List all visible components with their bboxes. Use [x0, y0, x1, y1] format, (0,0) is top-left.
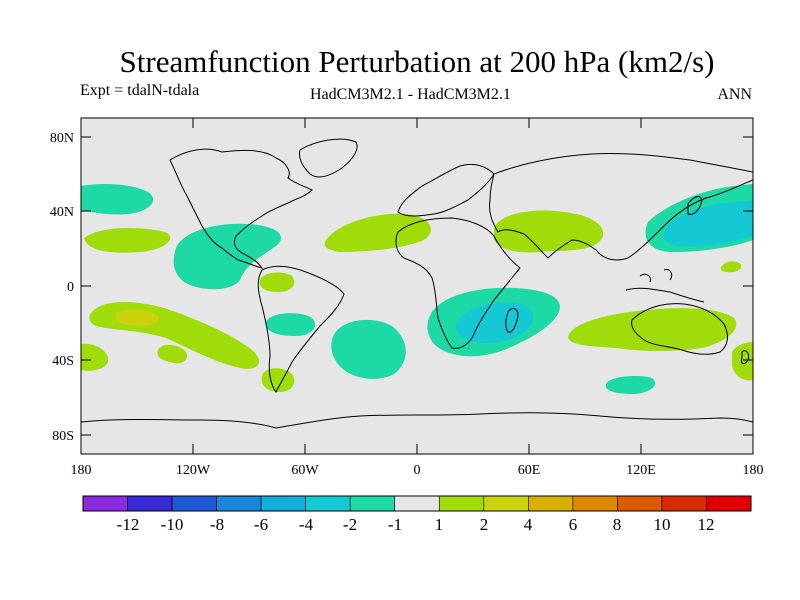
contour-positive — [568, 308, 737, 351]
lon-label: 120W — [176, 463, 211, 478]
lon-label: 60E — [518, 463, 541, 478]
colorbar-frame — [82, 495, 752, 512]
colorbar-label: 4 — [524, 515, 533, 534]
contour-fills — [81, 184, 753, 394]
colorbar-label: -6 — [254, 515, 268, 534]
colorbar-label: -1 — [388, 515, 402, 534]
lon-label: 60W — [291, 463, 319, 478]
contour-positive — [494, 210, 604, 253]
colorbar-label: -8 — [210, 515, 224, 534]
contour-negative — [331, 319, 406, 379]
colorbar-labels: -12 -10 -8 -6 -4 -2 -1 1 2 4 6 8 10 12 — [117, 515, 715, 534]
lat-label: 40S — [52, 354, 74, 369]
lon-label: 0 — [414, 463, 421, 478]
contour-negative-strong — [663, 200, 753, 247]
colorbar-swatch — [349, 495, 396, 512]
right-subtitle: ANN — [717, 86, 752, 103]
coastline-antarctica — [81, 412, 753, 429]
contour-positive — [84, 228, 171, 253]
colorbar-label: -2 — [343, 515, 357, 534]
colorbar-label: -4 — [299, 515, 314, 534]
colorbar-swatch — [394, 495, 440, 512]
coastline-south-america — [257, 265, 345, 393]
colorbar-label: 10 — [654, 515, 671, 534]
colorbar-swatch — [216, 495, 262, 512]
contour-positive — [720, 261, 742, 273]
map-title: Streamfunction Perturbation at 200 hPa (… — [119, 44, 715, 79]
coastline-indonesia — [625, 269, 705, 303]
colorbar-swatch — [706, 495, 752, 512]
colorbar-label: 8 — [613, 515, 622, 534]
lon-label: 120E — [626, 463, 656, 478]
lat-label: 80S — [52, 429, 74, 444]
coastline-japan — [687, 196, 703, 215]
contour-positive — [324, 213, 431, 252]
contour-positive — [259, 272, 295, 292]
colorbar-swatch — [617, 495, 663, 512]
coastline-madagascar — [505, 308, 519, 333]
colorbar-label: 1 — [435, 515, 444, 534]
lat-label: 40N — [50, 205, 74, 220]
contour-positive — [81, 343, 109, 371]
colorbar-swatch — [661, 495, 707, 512]
contour-positive — [157, 344, 188, 364]
colorbar-swatch — [528, 495, 574, 512]
contour-negative — [173, 223, 281, 290]
colorbar — [82, 495, 752, 512]
coastline-asia — [489, 152, 753, 261]
lon-label: 180 — [743, 463, 764, 478]
contour-positive-strong — [115, 309, 160, 326]
colorbar-swatch — [171, 495, 217, 512]
lat-labels: 80N 40N 0 40S 80S — [50, 131, 74, 444]
lon-label: 180 — [71, 463, 92, 478]
coastline-north-america — [169, 148, 313, 269]
lat-label: 0 — [67, 280, 74, 295]
contour-negative — [605, 376, 656, 394]
colorbar-label: -12 — [117, 515, 140, 534]
contour-negative-strong — [456, 302, 533, 343]
coastlines — [81, 138, 753, 429]
colorbar-swatch — [260, 495, 306, 512]
left-subtitle: Expt = tdalN-tdala — [80, 82, 200, 99]
colorbar-swatch — [127, 495, 173, 512]
colorbar-label: 2 — [480, 515, 489, 534]
colorbar-swatch — [82, 495, 128, 512]
lon-labels: 180 120W 60W 0 60E 120E 180 — [71, 463, 764, 478]
coastline-greenland — [299, 138, 358, 178]
contour-negative — [265, 313, 316, 336]
colorbar-swatch — [483, 495, 529, 512]
center-subtitle: HadCM3M2.1 - HadCM3M2.1 — [310, 86, 511, 103]
colorbar-swatch — [305, 495, 351, 512]
colorbar-label: -10 — [161, 515, 184, 534]
contour-negative — [81, 184, 154, 215]
lat-label: 80N — [50, 131, 74, 146]
colorbar-label: 6 — [569, 515, 578, 534]
coastline-africa — [395, 217, 521, 349]
coastline-australia — [631, 303, 728, 355]
lon-axis — [192, 118, 642, 454]
colorbar-swatch — [572, 495, 618, 512]
colorbar-label: 12 — [698, 515, 715, 534]
map-background — [81, 118, 753, 454]
lat-axis — [81, 136, 753, 436]
contour-positive — [732, 342, 753, 381]
colorbar-swatch — [438, 495, 485, 512]
